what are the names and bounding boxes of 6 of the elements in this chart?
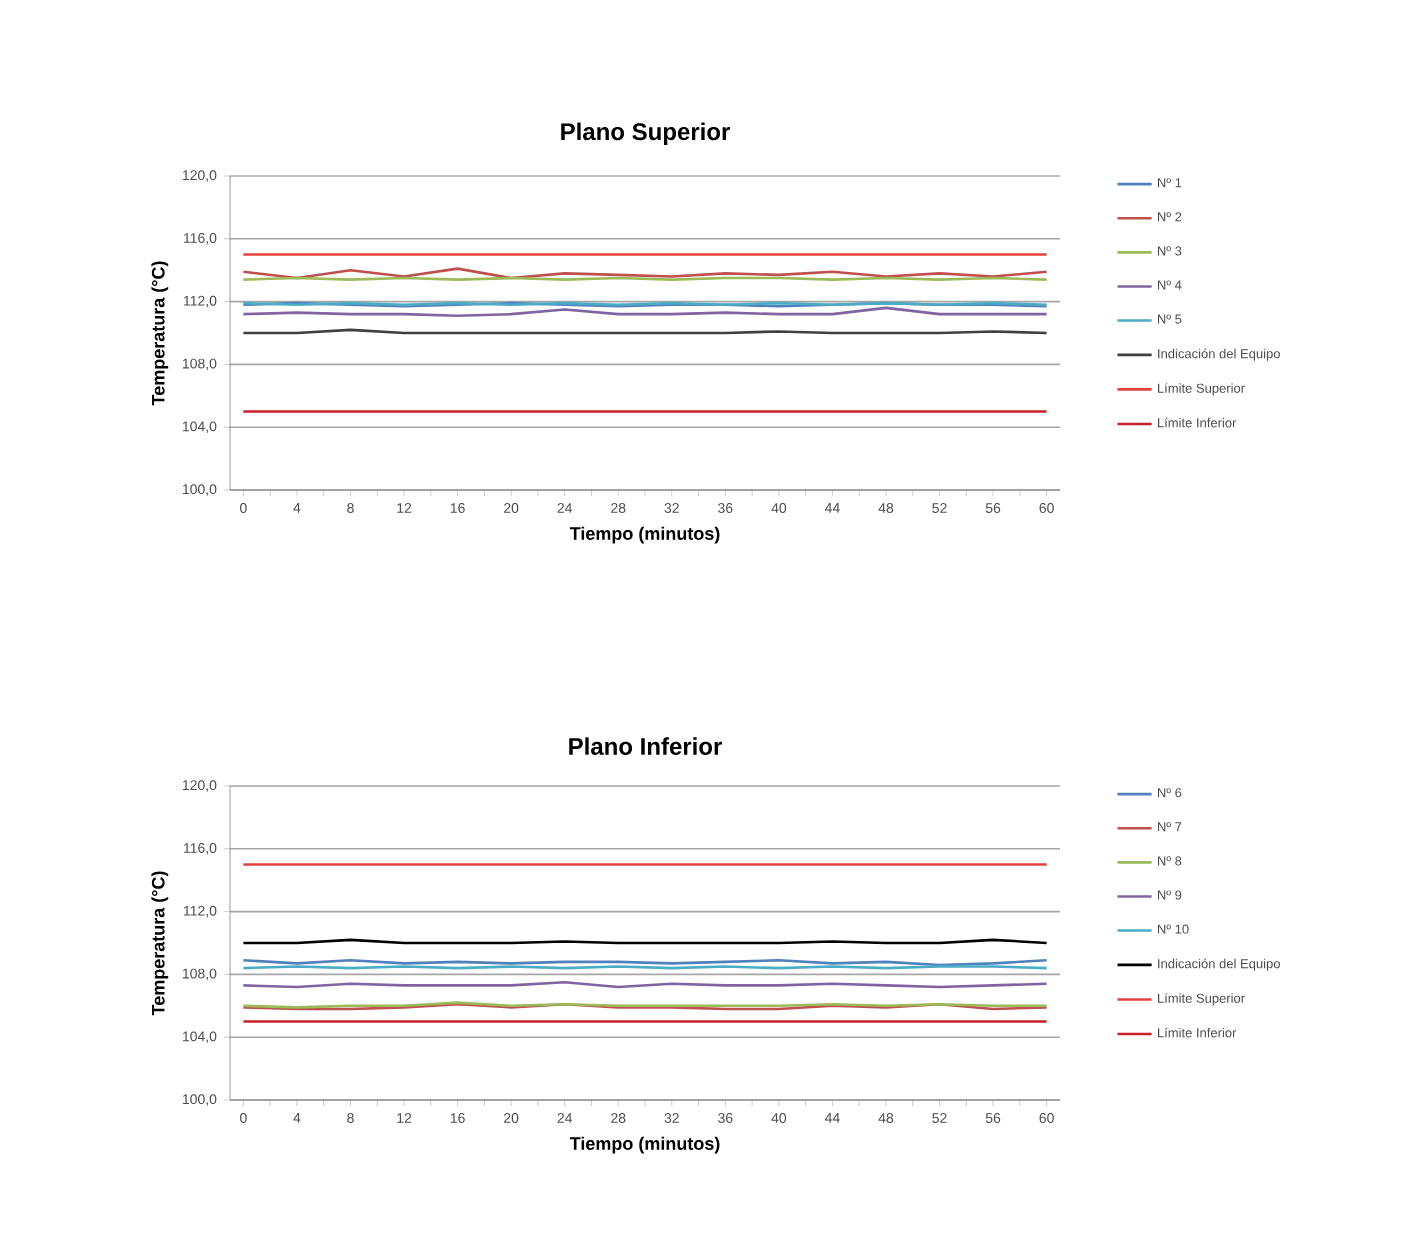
chart-title: Plano Inferior <box>569 737 722 755</box>
x-axis-title: Tiempo (minutos) <box>569 1136 720 1154</box>
y-axis-title: Temperatura (°C) <box>151 261 169 406</box>
y-axis-title: Temperatura (°C) <box>151 871 169 1016</box>
chart-title: Plano Superior <box>561 122 730 145</box>
x-axis-title: Tiempo (minutos) <box>569 526 720 544</box>
